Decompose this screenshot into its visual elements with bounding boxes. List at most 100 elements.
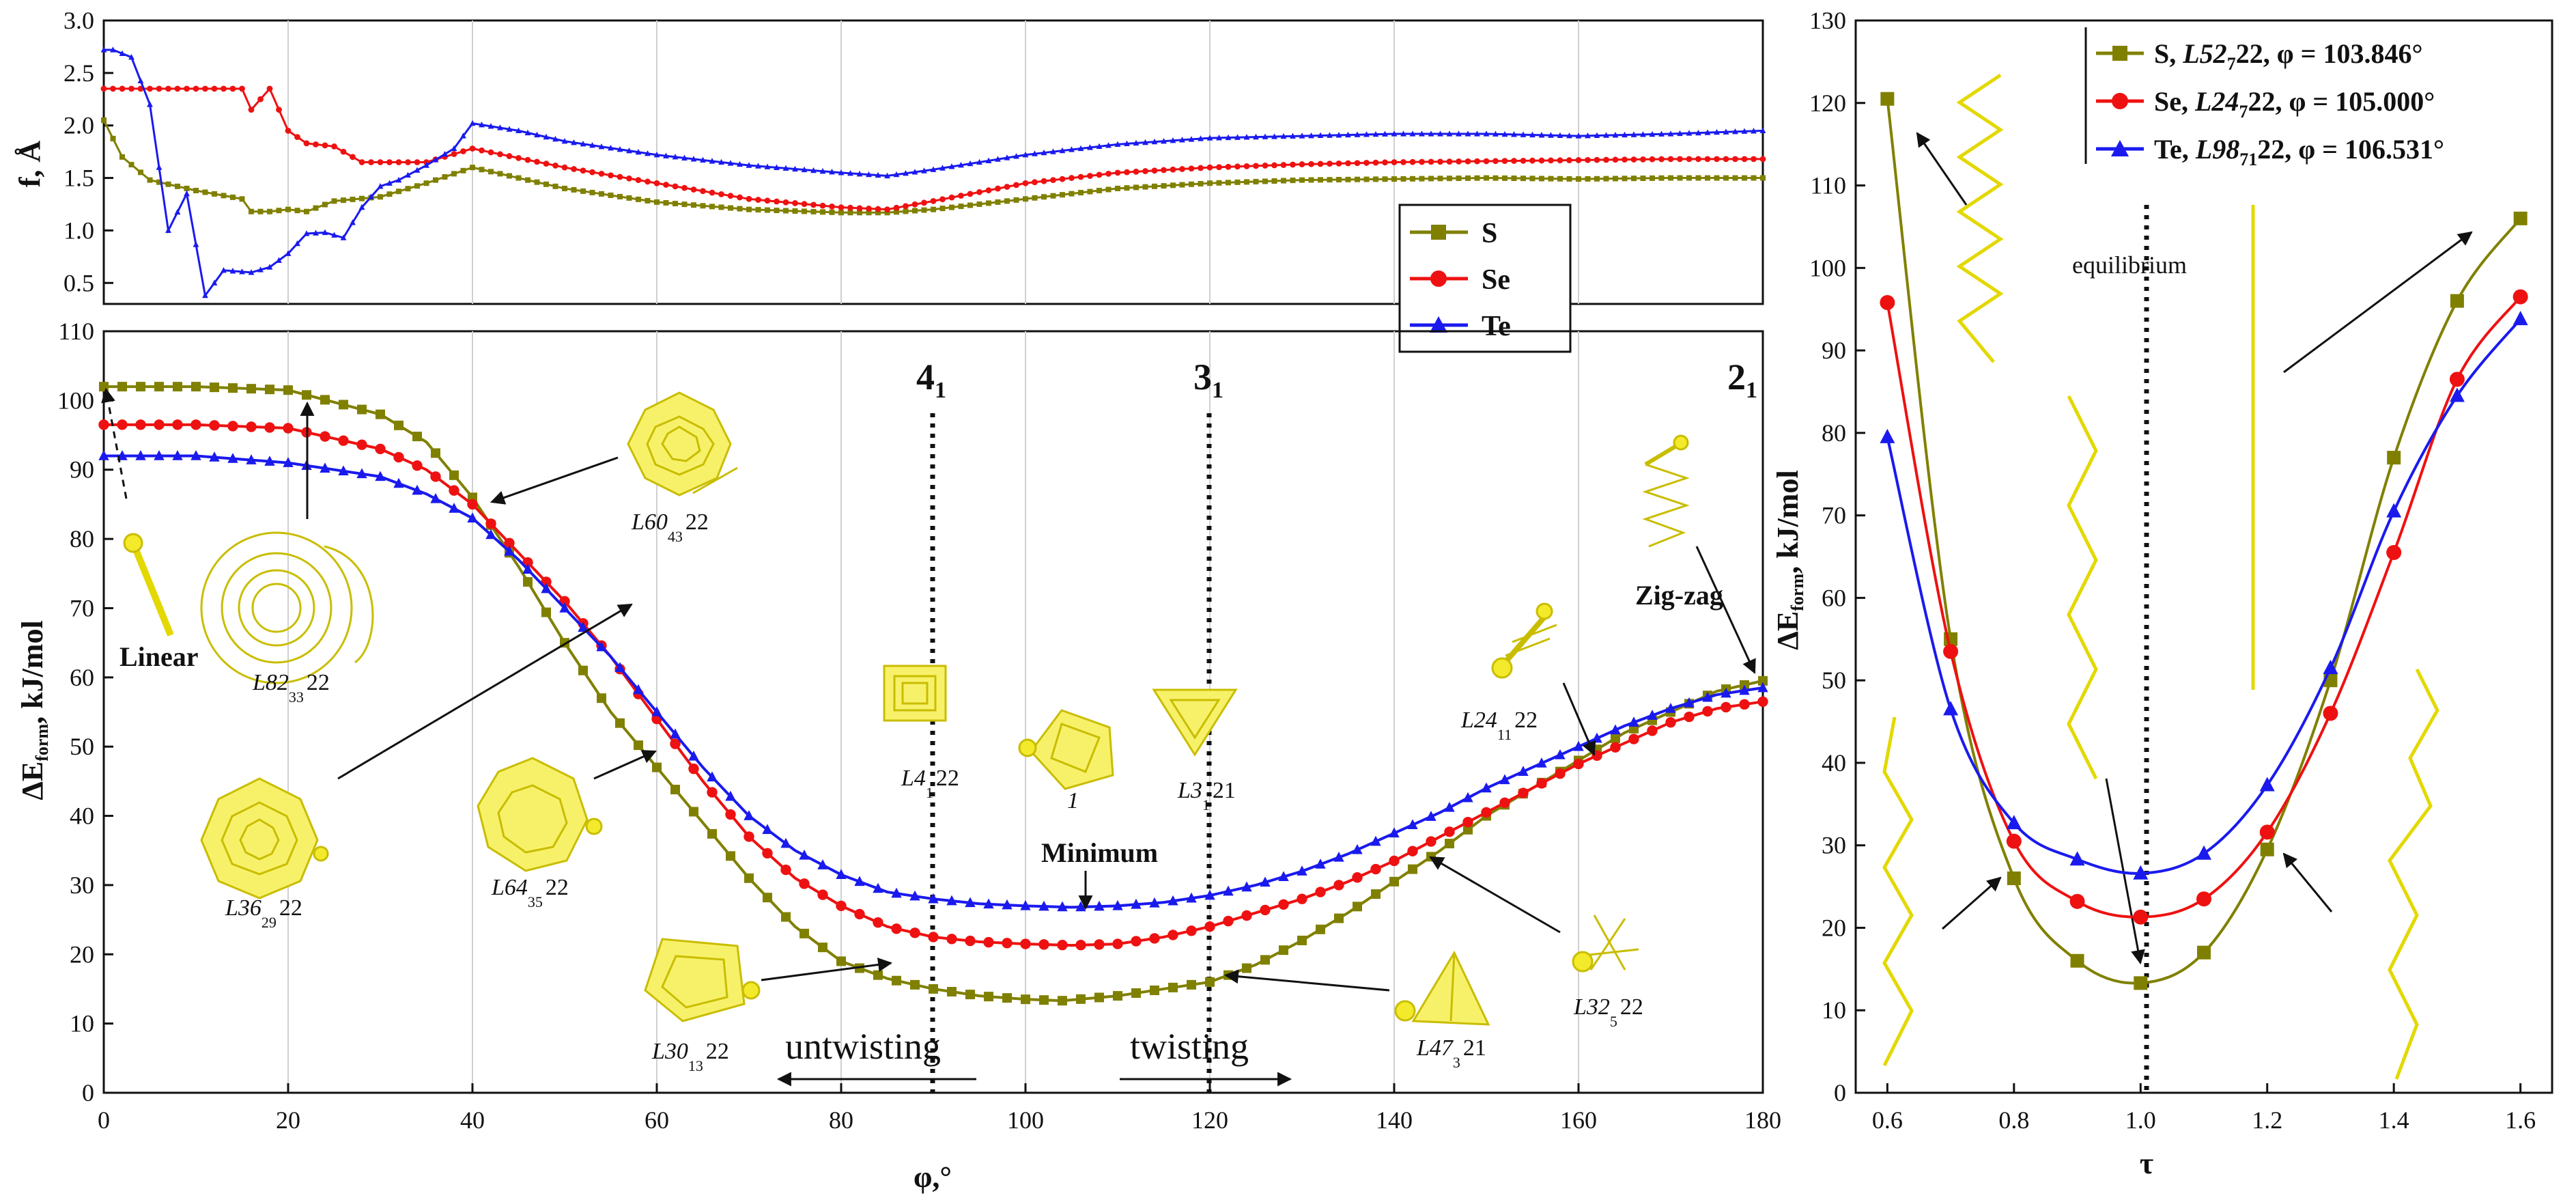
data-point-se: [847, 204, 853, 211]
data-point-te: [1880, 428, 1895, 443]
data-point-s: [1205, 977, 1215, 987]
data-point-se: [1161, 167, 1167, 173]
data-point-se: [405, 159, 411, 165]
data-point-se: [283, 423, 294, 434]
data-point-te: [921, 167, 927, 173]
data-point-s: [1566, 176, 1572, 182]
y-tick-label: 90: [70, 456, 94, 484]
data-point-s: [949, 204, 954, 210]
data-point-se: [1041, 178, 1047, 184]
data-point-te: [1721, 687, 1731, 698]
data-point-s: [1032, 195, 1038, 201]
data-point-s: [1658, 175, 1665, 181]
data-point-s: [1023, 196, 1028, 202]
data-point-se: [1077, 173, 1084, 180]
data-point-te: [405, 171, 411, 178]
data-point-te: [1198, 135, 1204, 141]
data-point-te: [2449, 387, 2465, 402]
data-point-s: [1511, 176, 1517, 182]
data-point-se: [1243, 163, 1250, 169]
data-point-se: [782, 199, 789, 206]
data-point-se: [128, 85, 135, 92]
data-point-te: [221, 267, 227, 273]
data-point-se: [2386, 544, 2402, 560]
data-point-s: [138, 169, 143, 176]
data-point-se: [1114, 169, 1121, 176]
x-tick-label: 0: [98, 1106, 110, 1134]
data-point-te: [1483, 130, 1490, 137]
data-point-se: [1704, 156, 1711, 163]
data-point-te: [1050, 148, 1056, 154]
data-point-se: [1686, 156, 1693, 163]
data-point-te: [1702, 691, 1713, 702]
data-point-te: [1354, 131, 1361, 137]
data-point-s: [119, 154, 125, 160]
data-point-se: [1206, 164, 1213, 171]
data-point-s: [449, 470, 459, 480]
data-point-se: [836, 900, 847, 912]
data-point-se: [313, 141, 319, 148]
molecule-l60: [627, 391, 738, 497]
data-point-se: [645, 178, 651, 185]
data-point-te: [1732, 128, 1738, 135]
data-point-te: [1665, 703, 1676, 713]
data-point-s: [1096, 188, 1102, 193]
data-point-se: [983, 936, 994, 948]
x-tick-label: 0.6: [1872, 1106, 1903, 1134]
data-point-se: [1290, 161, 1296, 168]
data-point-te: [1555, 749, 1566, 759]
data-point-se: [884, 206, 890, 213]
data-point-te: [1241, 881, 1252, 892]
data-point-se: [635, 177, 642, 184]
data-point-s: [210, 382, 219, 393]
y-tick-label: 10: [70, 1010, 94, 1037]
data-point-se: [1426, 836, 1436, 847]
data-point-te: [393, 477, 404, 488]
right-legend-entry-s: S, L52722, φ = 103.846°: [2154, 38, 2422, 74]
data-point-te: [1492, 130, 1499, 137]
data-point-te: [810, 167, 817, 173]
data-point-te: [782, 165, 789, 171]
data-point-se: [707, 787, 718, 798]
right-series: [1880, 92, 2528, 990]
label-untwisting: untwisting: [785, 1026, 941, 1067]
data-point-se: [725, 809, 736, 820]
data-point-se: [340, 148, 347, 155]
data-point-te: [294, 240, 300, 247]
data-point-te: [958, 162, 964, 168]
data-point-te: [1290, 132, 1296, 139]
data-point-s: [1260, 955, 1270, 965]
data-point-se: [746, 195, 752, 202]
data-point-te: [672, 154, 679, 160]
data-point-se: [967, 191, 974, 197]
data-point-se: [561, 164, 568, 171]
data-point-se: [395, 159, 402, 165]
data-point-te: [774, 164, 780, 170]
x-tick-label: 1.0: [2125, 1106, 2156, 1134]
data-point-te: [645, 150, 651, 156]
data-point-s: [442, 174, 448, 180]
data-point-se: [792, 200, 798, 206]
data-point-te: [266, 264, 273, 270]
data-point-te: [1649, 130, 1656, 137]
data-point-te: [320, 462, 330, 473]
data-point-se: [1520, 157, 1527, 164]
data-point-se: [764, 197, 771, 204]
molecule-minimum: [1018, 709, 1114, 790]
data-point-s: [175, 183, 180, 189]
data-point-te: [338, 465, 349, 476]
data-point-s: [276, 208, 282, 214]
x-tick-label: 100: [1007, 1106, 1044, 1134]
data-point-se: [257, 96, 264, 102]
label-twisting: twisting: [1130, 1026, 1249, 1067]
molecule-l24: [1491, 602, 1557, 679]
data-point-te: [1105, 142, 1112, 148]
molecule-l82: [200, 531, 374, 684]
data-point-s: [470, 165, 475, 171]
data-point-s: [285, 206, 291, 212]
data-point-te: [598, 143, 605, 150]
data-point-s: [763, 893, 772, 903]
right-molecule-sketches: [1882, 73, 2439, 1080]
data-point-se: [2196, 891, 2211, 907]
data-point-te: [1057, 901, 1068, 912]
